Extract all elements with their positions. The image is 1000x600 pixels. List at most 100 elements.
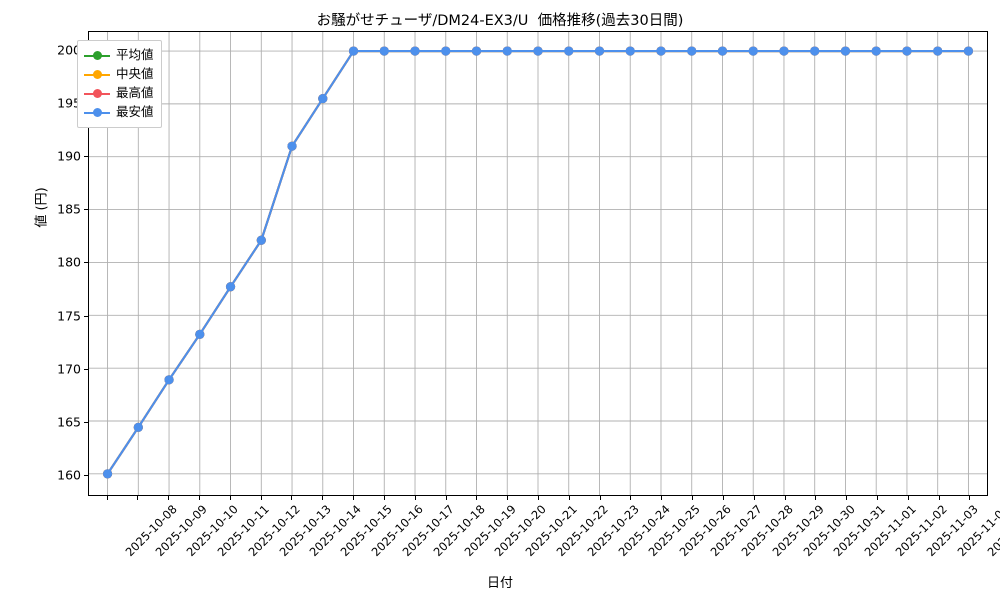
x-tick-mark: [507, 496, 509, 500]
legend-label: 最高値: [116, 85, 154, 101]
x-tick-mark: [692, 496, 694, 500]
y-tick-mark: [84, 315, 88, 317]
y-tick-mark: [84, 262, 88, 264]
x-tick-mark: [476, 496, 478, 500]
series-line: [106, 49, 970, 475]
data-point-marker: [318, 94, 328, 104]
x-tick-mark: [876, 496, 878, 500]
y-tick-label: 175: [57, 308, 81, 324]
series-line: [106, 49, 970, 475]
y-axis-label: 値 (円): [34, 187, 50, 228]
legend-swatch-icon: [84, 87, 110, 101]
y-tick-mark: [84, 368, 88, 370]
legend-item-中央値[interactable]: 中央値: [84, 65, 154, 84]
x-axis-label: 日付: [486, 576, 513, 591]
data-point-marker: [102, 469, 113, 479]
legend-swatch-icon: [84, 106, 110, 120]
data-point-marker: [533, 46, 543, 56]
data-point-marker: [287, 141, 297, 151]
x-tick-mark: [630, 496, 632, 500]
series-lines: [102, 46, 974, 479]
x-tick-mark: [815, 496, 817, 500]
x-tick-mark: [599, 496, 601, 500]
legend-swatch-icon: [84, 68, 110, 82]
chart-title: お騒がせチューザ/DM24-EX3/U 価格推移(過去30日間): [316, 13, 684, 29]
data-point-marker: [564, 46, 574, 56]
data-point-marker: [963, 46, 974, 56]
x-tick-mark: [322, 496, 324, 500]
y-tick-label: 160: [57, 467, 81, 483]
y-tick-label: 195: [57, 95, 81, 111]
y-axis-tick-labels: 160 165 170 175 180 185 190 195 200: [40, 31, 81, 496]
x-tick-mark: [938, 496, 940, 500]
data-point-marker: [225, 282, 236, 292]
x-tick-mark: [168, 496, 170, 500]
data-point-marker: [256, 235, 266, 245]
y-tick-label: 180: [57, 254, 81, 270]
x-tick-mark: [291, 496, 293, 500]
data-point-marker: [748, 46, 758, 56]
y-tick-label: 190: [57, 148, 81, 164]
x-tick-mark: [722, 496, 724, 500]
data-point-marker: [687, 46, 697, 56]
legend-item-最高値[interactable]: 最高値: [84, 84, 154, 103]
data-point-marker: [594, 46, 605, 56]
x-tick-mark: [199, 496, 201, 500]
x-tick-mark: [229, 496, 231, 500]
legend-swatch-icon: [84, 49, 110, 63]
y-tick-label: 200: [57, 42, 81, 58]
y-tick-label: 165: [57, 414, 81, 430]
x-tick-mark: [383, 496, 385, 500]
data-point-marker: [840, 46, 851, 56]
y-tick-mark: [84, 421, 88, 423]
legend-item-平均値[interactable]: 平均値: [84, 46, 154, 65]
x-tick-mark: [846, 496, 848, 500]
x-tick-mark: [137, 496, 139, 500]
data-point-marker: [471, 46, 482, 56]
data-point-marker: [348, 46, 359, 56]
grid-lines: [89, 32, 987, 495]
x-tick-mark: [106, 496, 108, 500]
data-point-marker: [410, 46, 420, 56]
data-point-marker: [933, 46, 943, 56]
x-tick-mark: [969, 496, 971, 500]
data-point-marker: [871, 46, 881, 56]
x-tick-mark: [414, 496, 416, 500]
data-point-marker: [656, 46, 666, 56]
legend-label: 最安値: [116, 104, 154, 120]
data-point-marker: [195, 329, 205, 339]
x-tick-mark: [907, 496, 909, 500]
data-point-marker: [902, 46, 912, 56]
x-tick-mark: [445, 496, 447, 500]
y-tick-label: 170: [57, 361, 81, 377]
plot-area: [88, 31, 988, 496]
data-point-marker: [717, 46, 728, 56]
legend-label: 平均値: [116, 47, 154, 63]
y-tick-mark: [84, 474, 88, 476]
x-tick-mark: [784, 496, 786, 500]
x-tick-mark: [538, 496, 539, 500]
data-point-marker: [133, 422, 143, 432]
series-line: [106, 49, 970, 475]
data-point-marker: [441, 46, 451, 56]
data-point-marker: [779, 46, 789, 56]
x-tick-mark: [353, 496, 355, 500]
series-line: [106, 49, 970, 475]
x-tick-mark: [753, 496, 755, 500]
x-axis-tick-labels: 2025-10-08 2025-10-09 2025-10-10 2025-10-11…: [88, 496, 1000, 566]
data-point-marker: [502, 46, 512, 56]
x-tick-mark: [661, 496, 663, 500]
legend-item-最安値[interactable]: 最安値: [84, 103, 154, 122]
y-tick-mark: [84, 209, 88, 211]
y-tick-label: 185: [57, 201, 81, 217]
data-point-marker: [810, 46, 820, 56]
data-point-marker: [625, 46, 635, 56]
legend-label: 中央値: [116, 66, 154, 82]
data-point-marker: [164, 375, 174, 385]
x-tick-mark: [260, 496, 262, 500]
chart-legend[interactable]: 平均値中央値最高値最安値: [77, 40, 162, 128]
data-point-marker: [379, 46, 389, 56]
y-tick-mark: [84, 156, 88, 158]
x-tick-mark: [568, 496, 570, 500]
